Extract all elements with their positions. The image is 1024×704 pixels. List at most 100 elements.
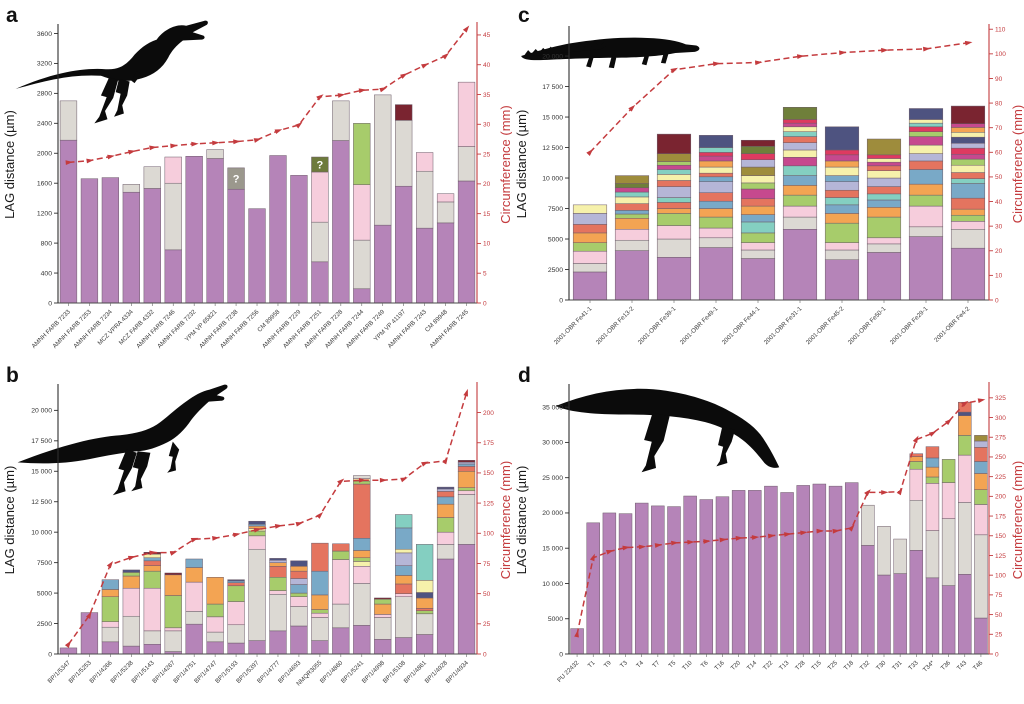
bar-segment (290, 560, 308, 567)
bar-segment (941, 459, 956, 483)
bar-segment (866, 138, 902, 156)
y2-tick-label: 0 (995, 297, 999, 304)
bar-segment (311, 617, 329, 641)
bar-segment (206, 149, 224, 159)
bar-segment (698, 200, 734, 209)
x-tick-label: AMNH FARB 7245 (429, 308, 471, 350)
bar-segment (740, 198, 776, 207)
line-arrow-marker (337, 93, 346, 98)
bar-segment (269, 566, 287, 578)
circumference-line (586, 40, 973, 156)
bar-segment (374, 598, 392, 605)
y2-tick-label: 20 (995, 248, 1003, 255)
bar-segment (908, 136, 944, 146)
bar-segment (122, 575, 140, 589)
bar-segment (290, 570, 308, 579)
bar-segment (248, 520, 266, 525)
bar-segment (925, 446, 940, 459)
bar-segment (618, 513, 633, 655)
bar-segment (227, 585, 245, 602)
y2-tick-label: 275 (995, 435, 1006, 442)
y2-tick-label: 175 (995, 513, 1006, 520)
bar-segment (782, 107, 818, 120)
bar-segment (796, 485, 810, 655)
y-axis-title: LAG distance (µm) (514, 110, 529, 219)
y-tick-label: 12 500 (542, 145, 563, 152)
bar-segment (185, 567, 203, 583)
bar-segment (974, 435, 988, 442)
bar-segment (457, 487, 476, 492)
line-arrow-marker (586, 149, 594, 156)
bar-segment (866, 186, 902, 195)
bar-segment (908, 236, 944, 301)
line-arrow-marker (977, 398, 986, 404)
bar-segment (974, 473, 988, 490)
bar-segment (290, 584, 308, 594)
bar-segment (436, 496, 455, 505)
bar-segment (416, 597, 434, 609)
y-tick-label: 7500 (548, 206, 563, 213)
bar-segment (740, 221, 776, 234)
bar-segment (740, 139, 776, 147)
bar-segment (925, 530, 940, 579)
line-arrow-marker (128, 149, 136, 155)
bar-segment (59, 139, 78, 304)
bar-segment (290, 606, 308, 627)
y-tick-label: 5000 (548, 236, 563, 243)
bar-segment (572, 213, 608, 225)
bar-segment (950, 183, 986, 199)
bar-segment (740, 166, 776, 176)
bar-segment (614, 210, 650, 215)
bar-segment (958, 502, 972, 575)
bar-segment (457, 81, 476, 147)
bar-segment (374, 639, 392, 655)
y2-tick-label: 70 (995, 125, 1003, 132)
line-arrow-marker (379, 87, 387, 93)
line-arrow-marker (358, 88, 367, 94)
bar-segment (699, 499, 714, 655)
y2-tick-label: 10 (995, 273, 1003, 280)
bar-segment (572, 271, 608, 301)
bar-segment (950, 132, 986, 138)
bar-segment (269, 594, 287, 632)
y-tick-label: 3600 (37, 31, 52, 38)
bar-segment (893, 573, 907, 655)
bar-segment (866, 252, 902, 301)
bar-segment (143, 557, 161, 562)
line-arrow-marker (638, 544, 647, 550)
y2-tick-label: 175 (483, 440, 494, 447)
bar-segment (164, 630, 182, 652)
bar-segment (656, 180, 692, 187)
bar-segment (353, 483, 371, 539)
bar-segment (374, 617, 392, 640)
bar-segment (974, 489, 988, 505)
y2-tick-label: 25 (483, 151, 491, 158)
bar-segment (185, 558, 203, 568)
bar-segment (909, 500, 924, 551)
bar-segment (656, 225, 692, 240)
bar-segment (269, 577, 287, 591)
bar-segment (877, 526, 891, 576)
x-axis: BP/1/5347BP/1/5253BP/1/4266BP/1/5238BP/1… (46, 653, 477, 688)
bar-segment (457, 544, 476, 655)
y-axis: 0 2500 5000 7500 10 000 12 500 15 000 17 500 20 … (514, 26, 570, 304)
line-arrow-marker (169, 551, 178, 556)
bar-segment (656, 169, 692, 175)
line-arrow-marker (253, 138, 262, 143)
bar-segment (656, 238, 692, 258)
bar-segment (866, 207, 902, 218)
bar-segment (866, 177, 902, 187)
bars-group (59, 460, 476, 655)
bar-segment (290, 625, 308, 655)
bar-segment (614, 239, 650, 251)
bar-segment (958, 435, 972, 456)
bar-segment (764, 485, 778, 655)
line-arrow-marker (796, 54, 805, 60)
x-tick-label: PU 22432 (556, 659, 581, 684)
bar-segment (457, 460, 476, 463)
y2-tick-label: 75 (995, 592, 1003, 599)
bars-group (570, 401, 988, 655)
bar-segment (893, 538, 907, 574)
